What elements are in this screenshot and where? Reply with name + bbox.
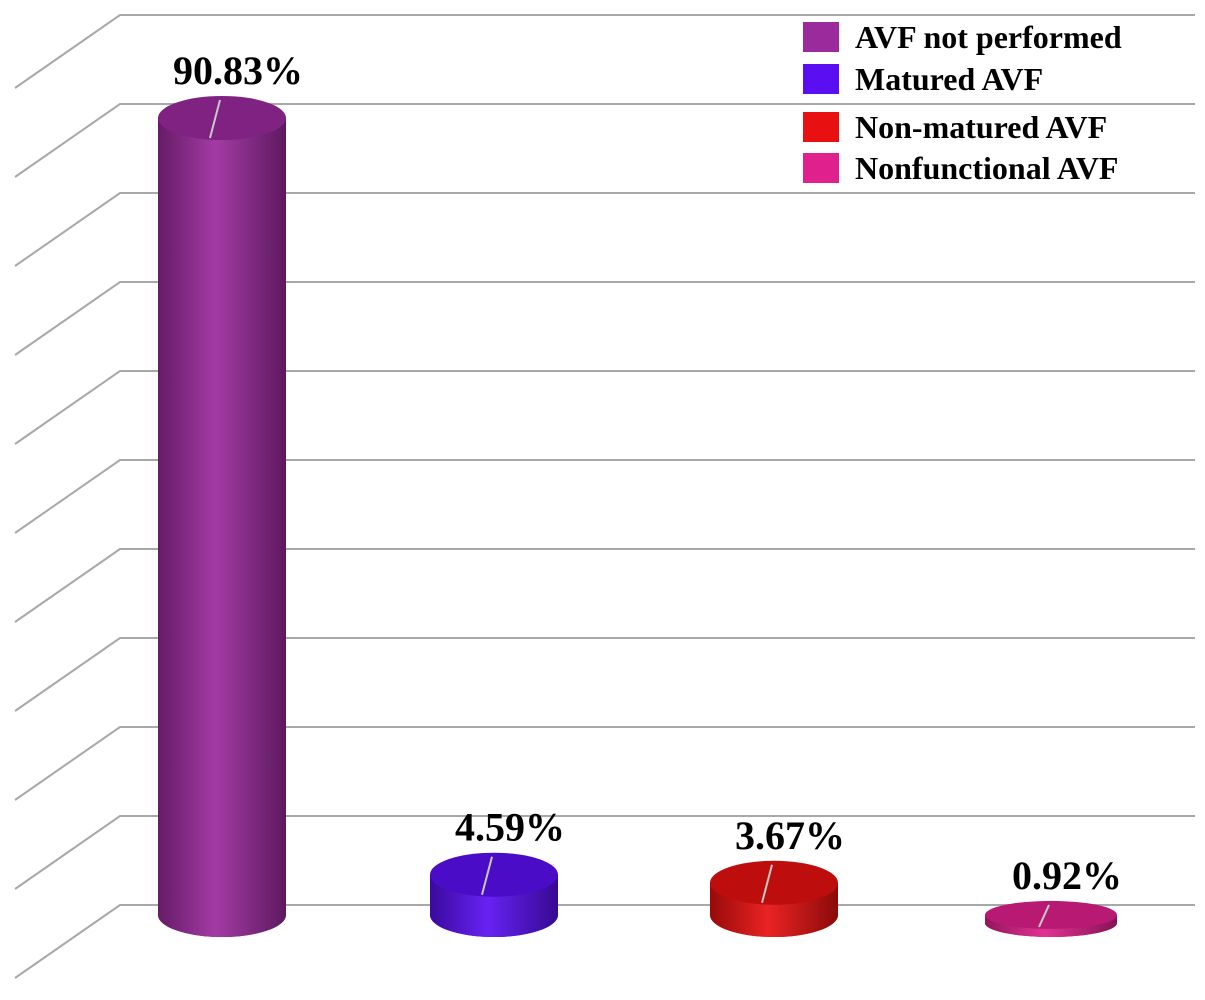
bar-top [985,900,1117,929]
legend-label: AVF not performed [855,19,1122,55]
data-label: 0.92% [1012,853,1122,898]
legend-swatch [803,64,839,94]
gridline [14,370,1195,445]
legend-swatch [803,22,839,52]
data-labels: 90.83% 4.59% 3.67% 0.92% [173,48,1122,928]
legend-item: Non-matured AVF [803,109,1107,145]
gridline [14,815,1195,890]
bar-nonfunctional-avf [985,900,1117,937]
legend-item: Matured AVF [803,61,1043,97]
gridlines [14,14,1195,979]
bar-avf-not-performed [158,96,286,937]
legend-label: Nonfunctional AVF [855,150,1118,186]
gridline [14,548,1195,623]
legend: AVF not performed Matured AVF Non-matured … [803,19,1122,186]
bar-matured-avf [430,852,558,937]
legend-label: Matured AVF [855,61,1043,97]
legend-item: Nonfunctional AVF [803,150,1118,186]
gridline [14,726,1195,801]
gridline [14,459,1195,534]
leader-line [481,856,493,895]
gridline [14,103,1195,178]
bar-top [430,852,558,897]
bar-non-matured-avf [710,860,838,937]
leader-line [761,864,773,904]
gridline [14,637,1195,712]
leader-line [1038,904,1050,928]
leader-line [209,99,221,139]
data-label: 90.83% [173,48,303,93]
bars [158,96,1117,937]
data-label: 3.67% [735,813,845,858]
data-label: 4.59% [455,805,565,850]
legend-swatch [803,153,839,183]
gridline [14,14,1195,89]
legend-item: AVF not performed [803,19,1122,55]
gridline [14,192,1195,267]
bar-top [710,860,838,905]
gridline [14,281,1195,356]
legend-swatch [803,112,839,142]
legend-label: Non-matured AVF [855,109,1107,145]
bar-top [158,96,286,140]
